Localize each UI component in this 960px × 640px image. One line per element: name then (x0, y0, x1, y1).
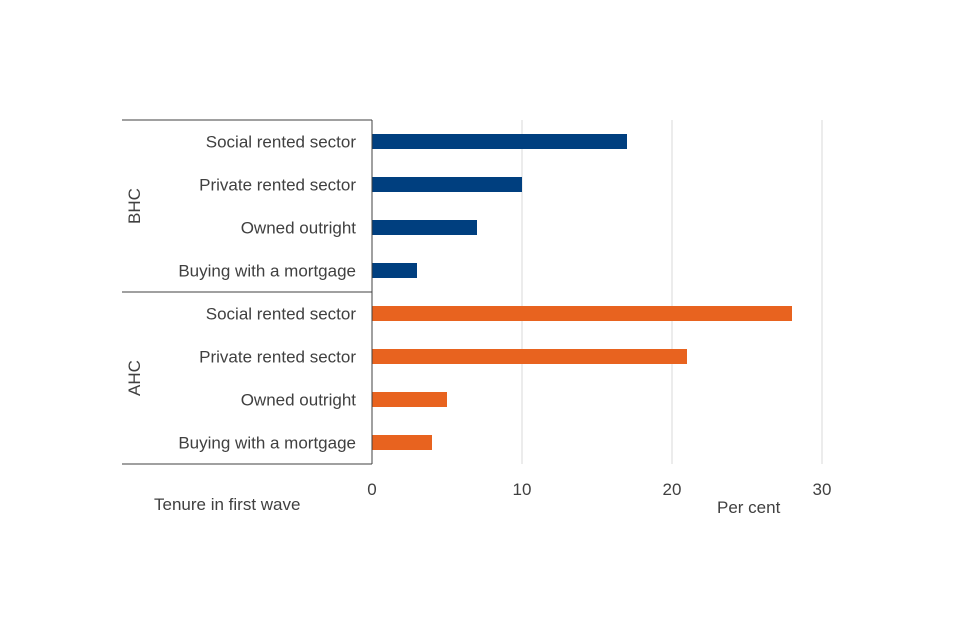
x-tick-label: 0 (367, 480, 376, 499)
group-label: AHC (125, 360, 144, 396)
bar (372, 134, 627, 149)
category-label: Owned outright (241, 391, 357, 410)
bars (372, 134, 792, 450)
x-axis-title: Per cent (717, 498, 781, 517)
labels: 0 10 20 30 Social rented sector Private rente… (125, 133, 831, 500)
axes (122, 119, 373, 465)
category-label: Social rented sector (206, 133, 357, 152)
x-tick-label: 20 (663, 480, 682, 499)
bar (372, 392, 447, 407)
gridlines (521, 120, 823, 464)
category-label: Social rented sector (206, 305, 357, 324)
y-axis-title: Tenure in first wave (154, 495, 300, 514)
category-label: Buying with a mortgage (178, 262, 356, 281)
x-tick-label: 30 (813, 480, 832, 499)
bar (372, 349, 687, 364)
bar (372, 220, 477, 235)
category-label: Buying with a mortgage (178, 434, 356, 453)
bar (372, 177, 522, 192)
category-label: Private rented sector (199, 176, 356, 195)
bar (372, 263, 417, 278)
x-tick-label: 10 (513, 480, 532, 499)
category-label: Private rented sector (199, 348, 356, 367)
bar (372, 306, 792, 321)
category-label: Owned outright (241, 219, 357, 238)
bar (372, 435, 432, 450)
group-label: BHC (125, 188, 144, 224)
